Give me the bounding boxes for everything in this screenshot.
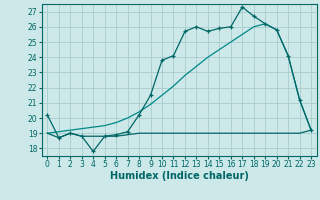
X-axis label: Humidex (Indice chaleur): Humidex (Indice chaleur) [110,171,249,181]
